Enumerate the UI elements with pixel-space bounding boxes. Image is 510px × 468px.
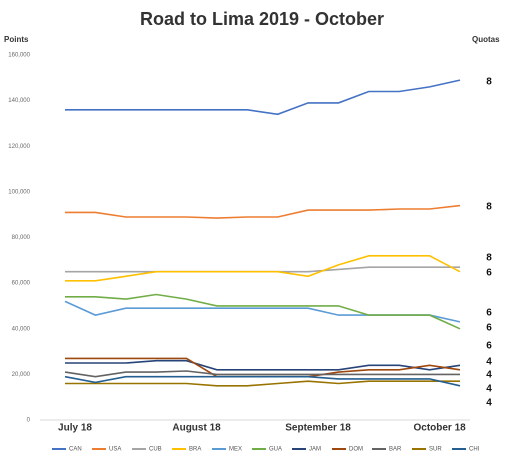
x-tick-label: October 18 xyxy=(413,423,466,434)
series-line xyxy=(65,204,461,219)
legend-label: MEX xyxy=(229,447,242,453)
quota-value: 6 xyxy=(486,341,492,352)
quota-value: 8 xyxy=(486,77,492,88)
series-line xyxy=(65,380,460,387)
legend-label: BAR xyxy=(389,447,402,453)
y-tick-label: 40,000 xyxy=(12,326,31,332)
quota-value: 4 xyxy=(486,357,492,368)
legend-label: DOM xyxy=(349,447,363,453)
y-tick-label: 100,000 xyxy=(8,189,30,195)
y-tick-label: 160,000 xyxy=(8,53,30,59)
legend-label: USA xyxy=(109,447,121,453)
legend-label: JAM xyxy=(309,447,321,453)
quota-value: 8 xyxy=(486,253,492,264)
series-line xyxy=(65,79,461,116)
y-tick-label: 80,000 xyxy=(12,235,31,241)
x-tick-label: July 18 xyxy=(58,423,92,434)
legend-label: CHI xyxy=(469,447,480,453)
series-line xyxy=(64,375,461,387)
quota-value: 6 xyxy=(486,323,492,334)
y-tick-label: 140,000 xyxy=(8,98,30,104)
quota-value: 6 xyxy=(486,268,492,279)
legend-label: GUA xyxy=(269,447,282,453)
legend-label: BRA xyxy=(189,447,201,453)
y-tick-label: 0 xyxy=(27,418,31,424)
quota-value: 4 xyxy=(486,370,492,381)
quota-value: 8 xyxy=(486,202,492,213)
series-line xyxy=(64,370,460,378)
y-tick-label: 20,000 xyxy=(12,372,31,378)
x-tick-label: September 18 xyxy=(285,423,351,434)
chart-title: Road to Lima 2019 - October xyxy=(140,9,384,29)
quota-header: Quotas xyxy=(472,35,500,44)
series-line xyxy=(65,255,461,282)
series-line xyxy=(65,359,461,371)
y-tick-label: 60,000 xyxy=(12,281,31,287)
quota-value: 4 xyxy=(486,398,492,409)
y-tick-label: 120,000 xyxy=(8,144,30,150)
y-axis-label: Points xyxy=(4,35,29,44)
series-line xyxy=(64,300,461,323)
x-tick-label: August 18 xyxy=(172,423,221,434)
quota-value: 4 xyxy=(486,384,492,395)
legend-label: CUB xyxy=(149,447,162,453)
quota-value: 6 xyxy=(486,308,492,319)
series-line xyxy=(65,293,461,330)
legend-label: CAN xyxy=(69,447,82,453)
legend-label: SUR xyxy=(429,447,442,453)
